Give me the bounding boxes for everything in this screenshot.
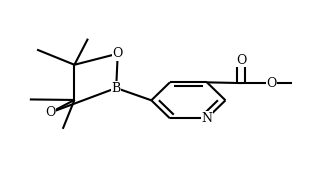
- Text: O: O: [45, 106, 56, 119]
- Text: B: B: [111, 81, 121, 95]
- Text: O: O: [266, 77, 277, 90]
- Text: O: O: [236, 54, 246, 67]
- Text: N: N: [201, 112, 213, 125]
- Text: O: O: [112, 47, 123, 60]
